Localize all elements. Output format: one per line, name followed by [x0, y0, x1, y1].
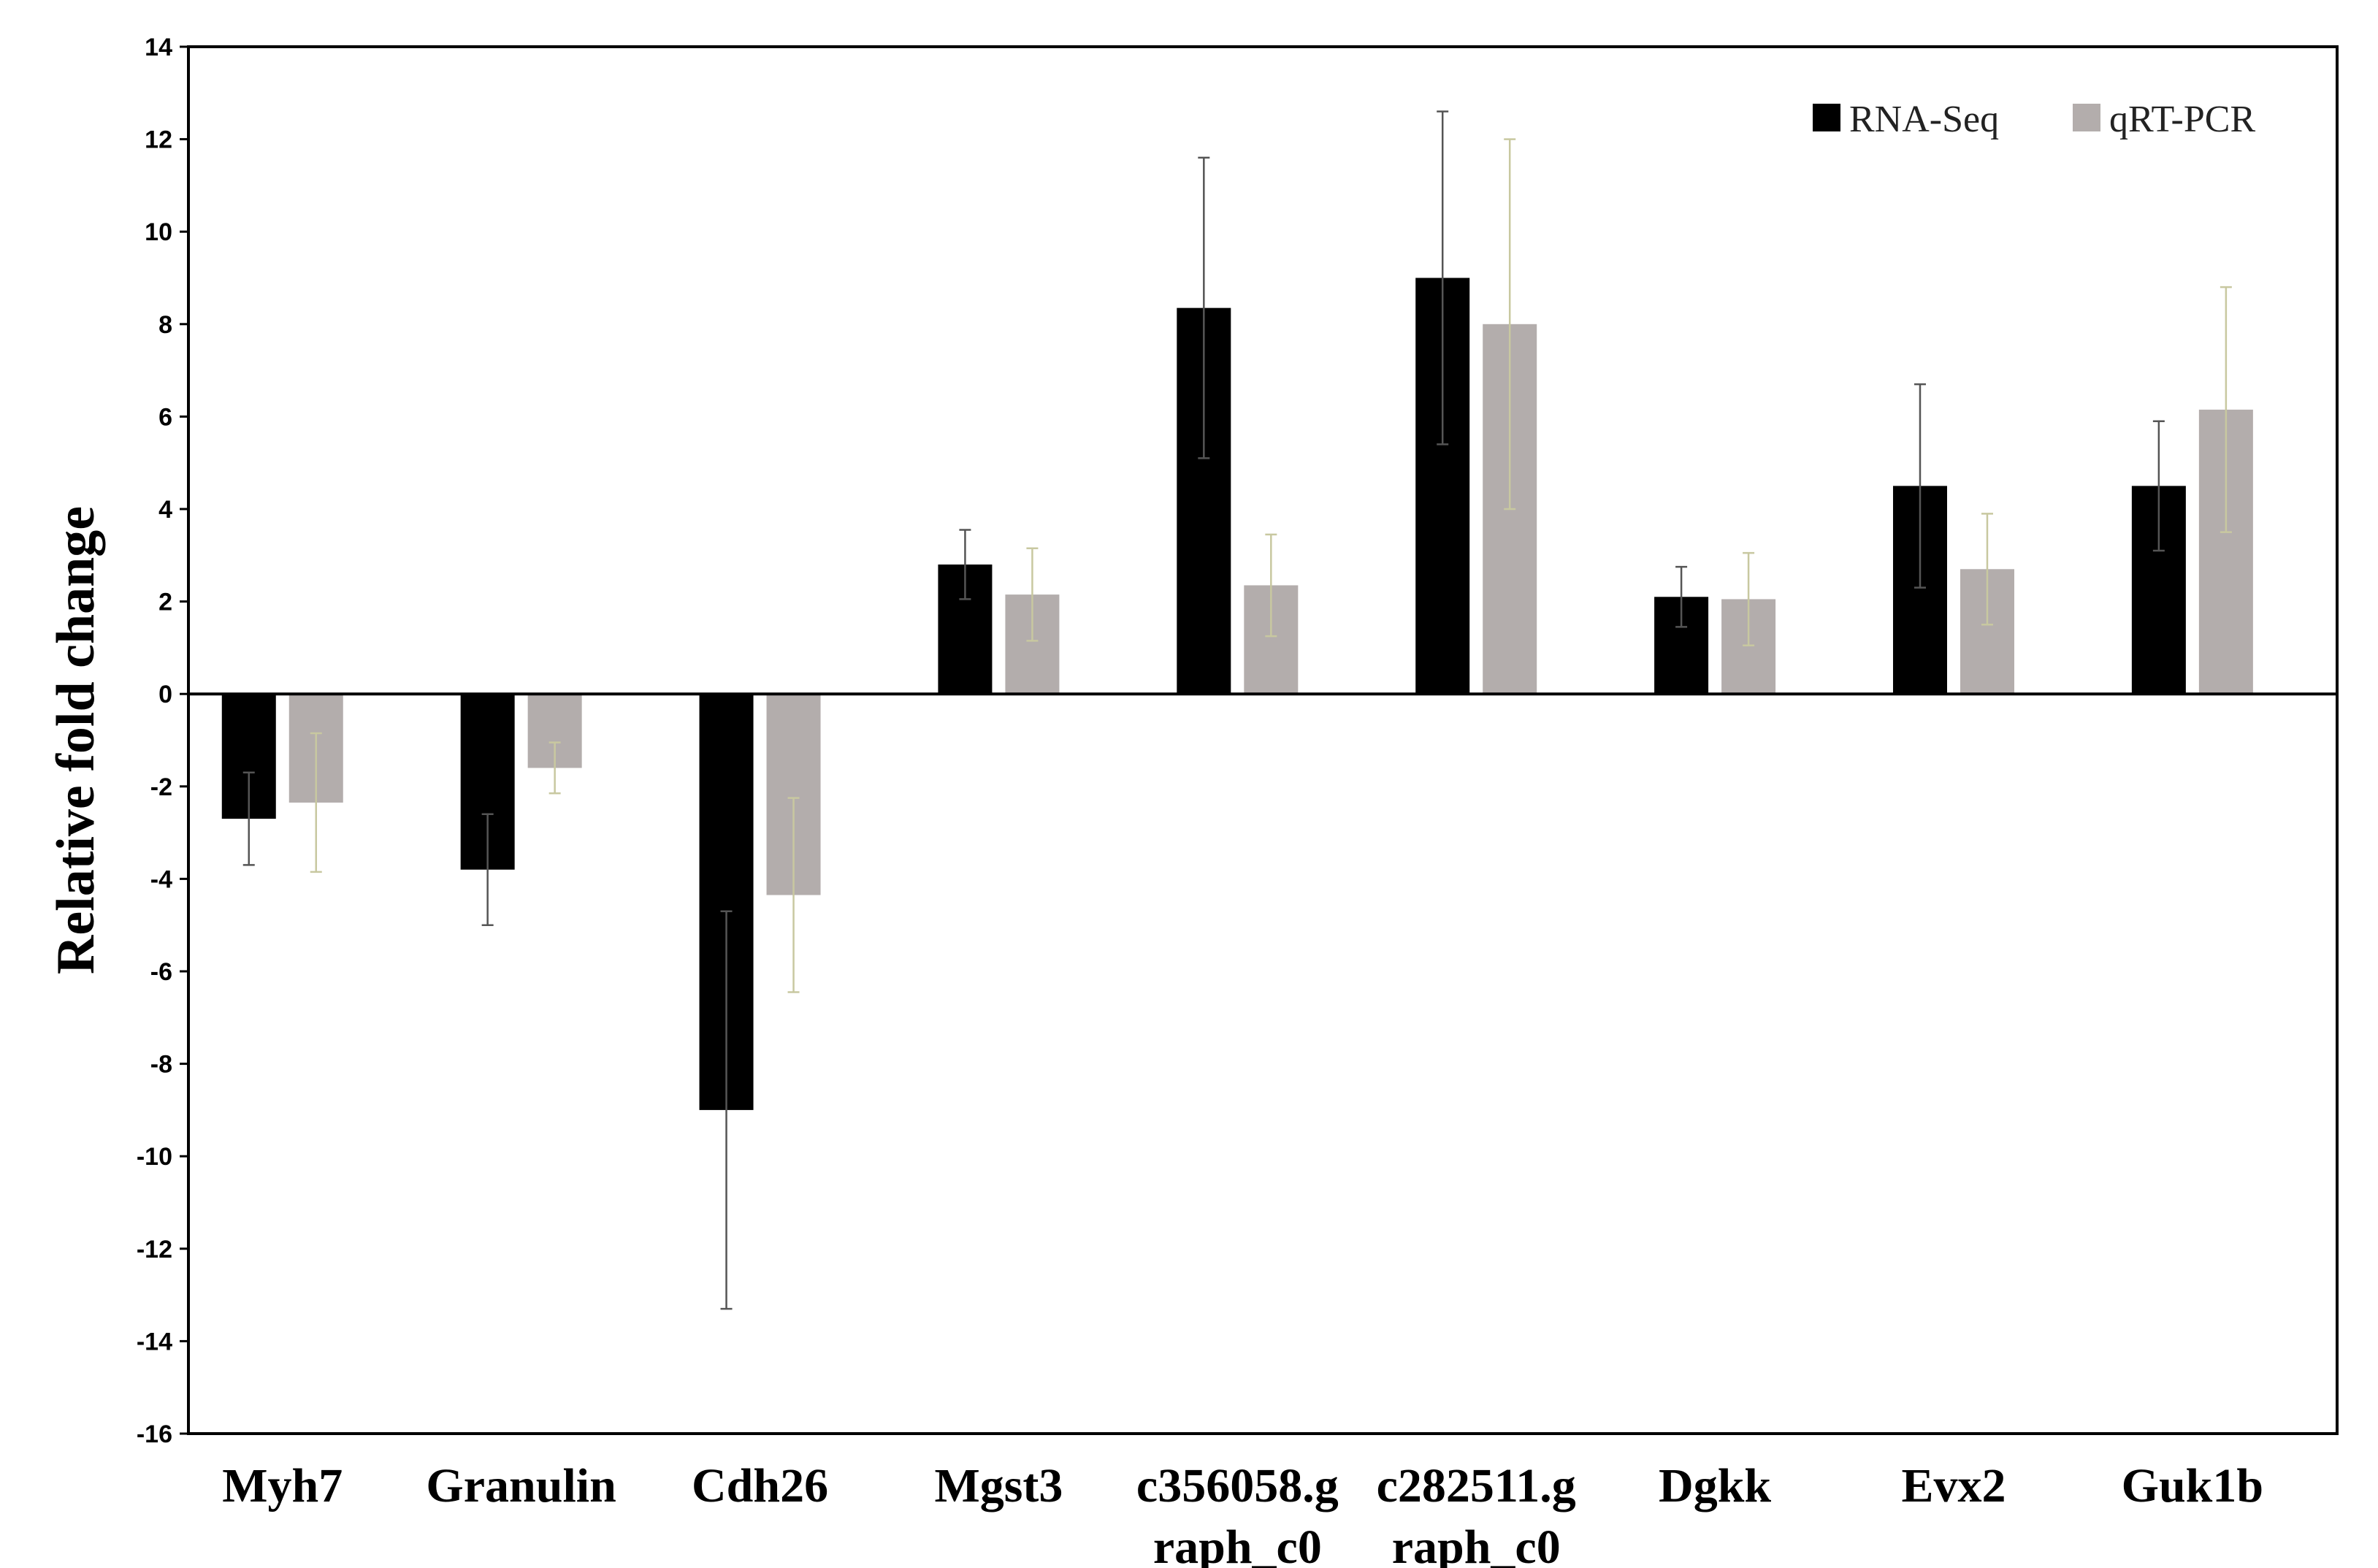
x-tick-label: Mgst3: [934, 1459, 1063, 1512]
y-tick-label: -12: [137, 1236, 172, 1263]
y-tick-label: 6: [158, 403, 172, 431]
y-tick-label: 10: [145, 218, 172, 246]
plot-area: [187, 45, 2339, 1435]
y-tick-label: 0: [158, 681, 172, 708]
x-tick-label: Evx2: [1901, 1459, 2006, 1512]
y-axis: 14 12 10 8 6 4 2 0 -2 -4 -6 -8 -10 -12 -14 -16: [137, 34, 188, 1448]
y-tick-label: 12: [145, 126, 172, 154]
x-tick-label: Dgkk: [1659, 1459, 1771, 1512]
x-tick-label: c282511.g: [1377, 1459, 1576, 1512]
x-tick-label: Myh7: [222, 1459, 343, 1512]
x-tick-label: Guk1b: [2122, 1459, 2263, 1512]
y-tick-label: -4: [150, 865, 172, 893]
y-tick-label: -8: [150, 1051, 172, 1079]
x-tick-label: raph_c0: [1153, 1521, 1322, 1568]
y-tick-label: -10: [137, 1143, 172, 1171]
x-tick-label: Cdh26: [692, 1459, 828, 1512]
x-axis-labels: Myh7 Granulin Cdh26 Mgst3 c356058.g raph_c0 c2…: [222, 1459, 2263, 1568]
bars-group: [188, 110, 2337, 1310]
legend-label-qrt-pcr: qRT-PCR: [2109, 99, 2255, 140]
y-tick-label: 2: [158, 589, 172, 616]
x-tick-label: c356058.g: [1136, 1459, 1339, 1512]
legend-label-rna-seq: RNA-Seq: [1849, 99, 1999, 140]
y-tick-label: -2: [150, 773, 172, 801]
plot-border: [187, 45, 2339, 1435]
y-tick-label: -16: [137, 1420, 172, 1448]
y-tick-label: 8: [158, 311, 172, 339]
y-tick-label: 4: [158, 496, 172, 524]
legend-swatch-qrt-pcr: [2073, 104, 2100, 131]
x-tick-label: Granulin: [426, 1459, 616, 1512]
y-tick-label: -14: [137, 1328, 172, 1355]
x-tick-label: raph_c0: [1392, 1521, 1561, 1568]
legend: RNA-Seq qRT-PCR: [1813, 99, 2255, 140]
y-tick-label: 14: [145, 34, 172, 61]
y-tick-label: -6: [150, 958, 172, 986]
y-axis-label: Relative fold change: [46, 506, 106, 974]
legend-swatch-rna-seq: [1813, 104, 1840, 131]
